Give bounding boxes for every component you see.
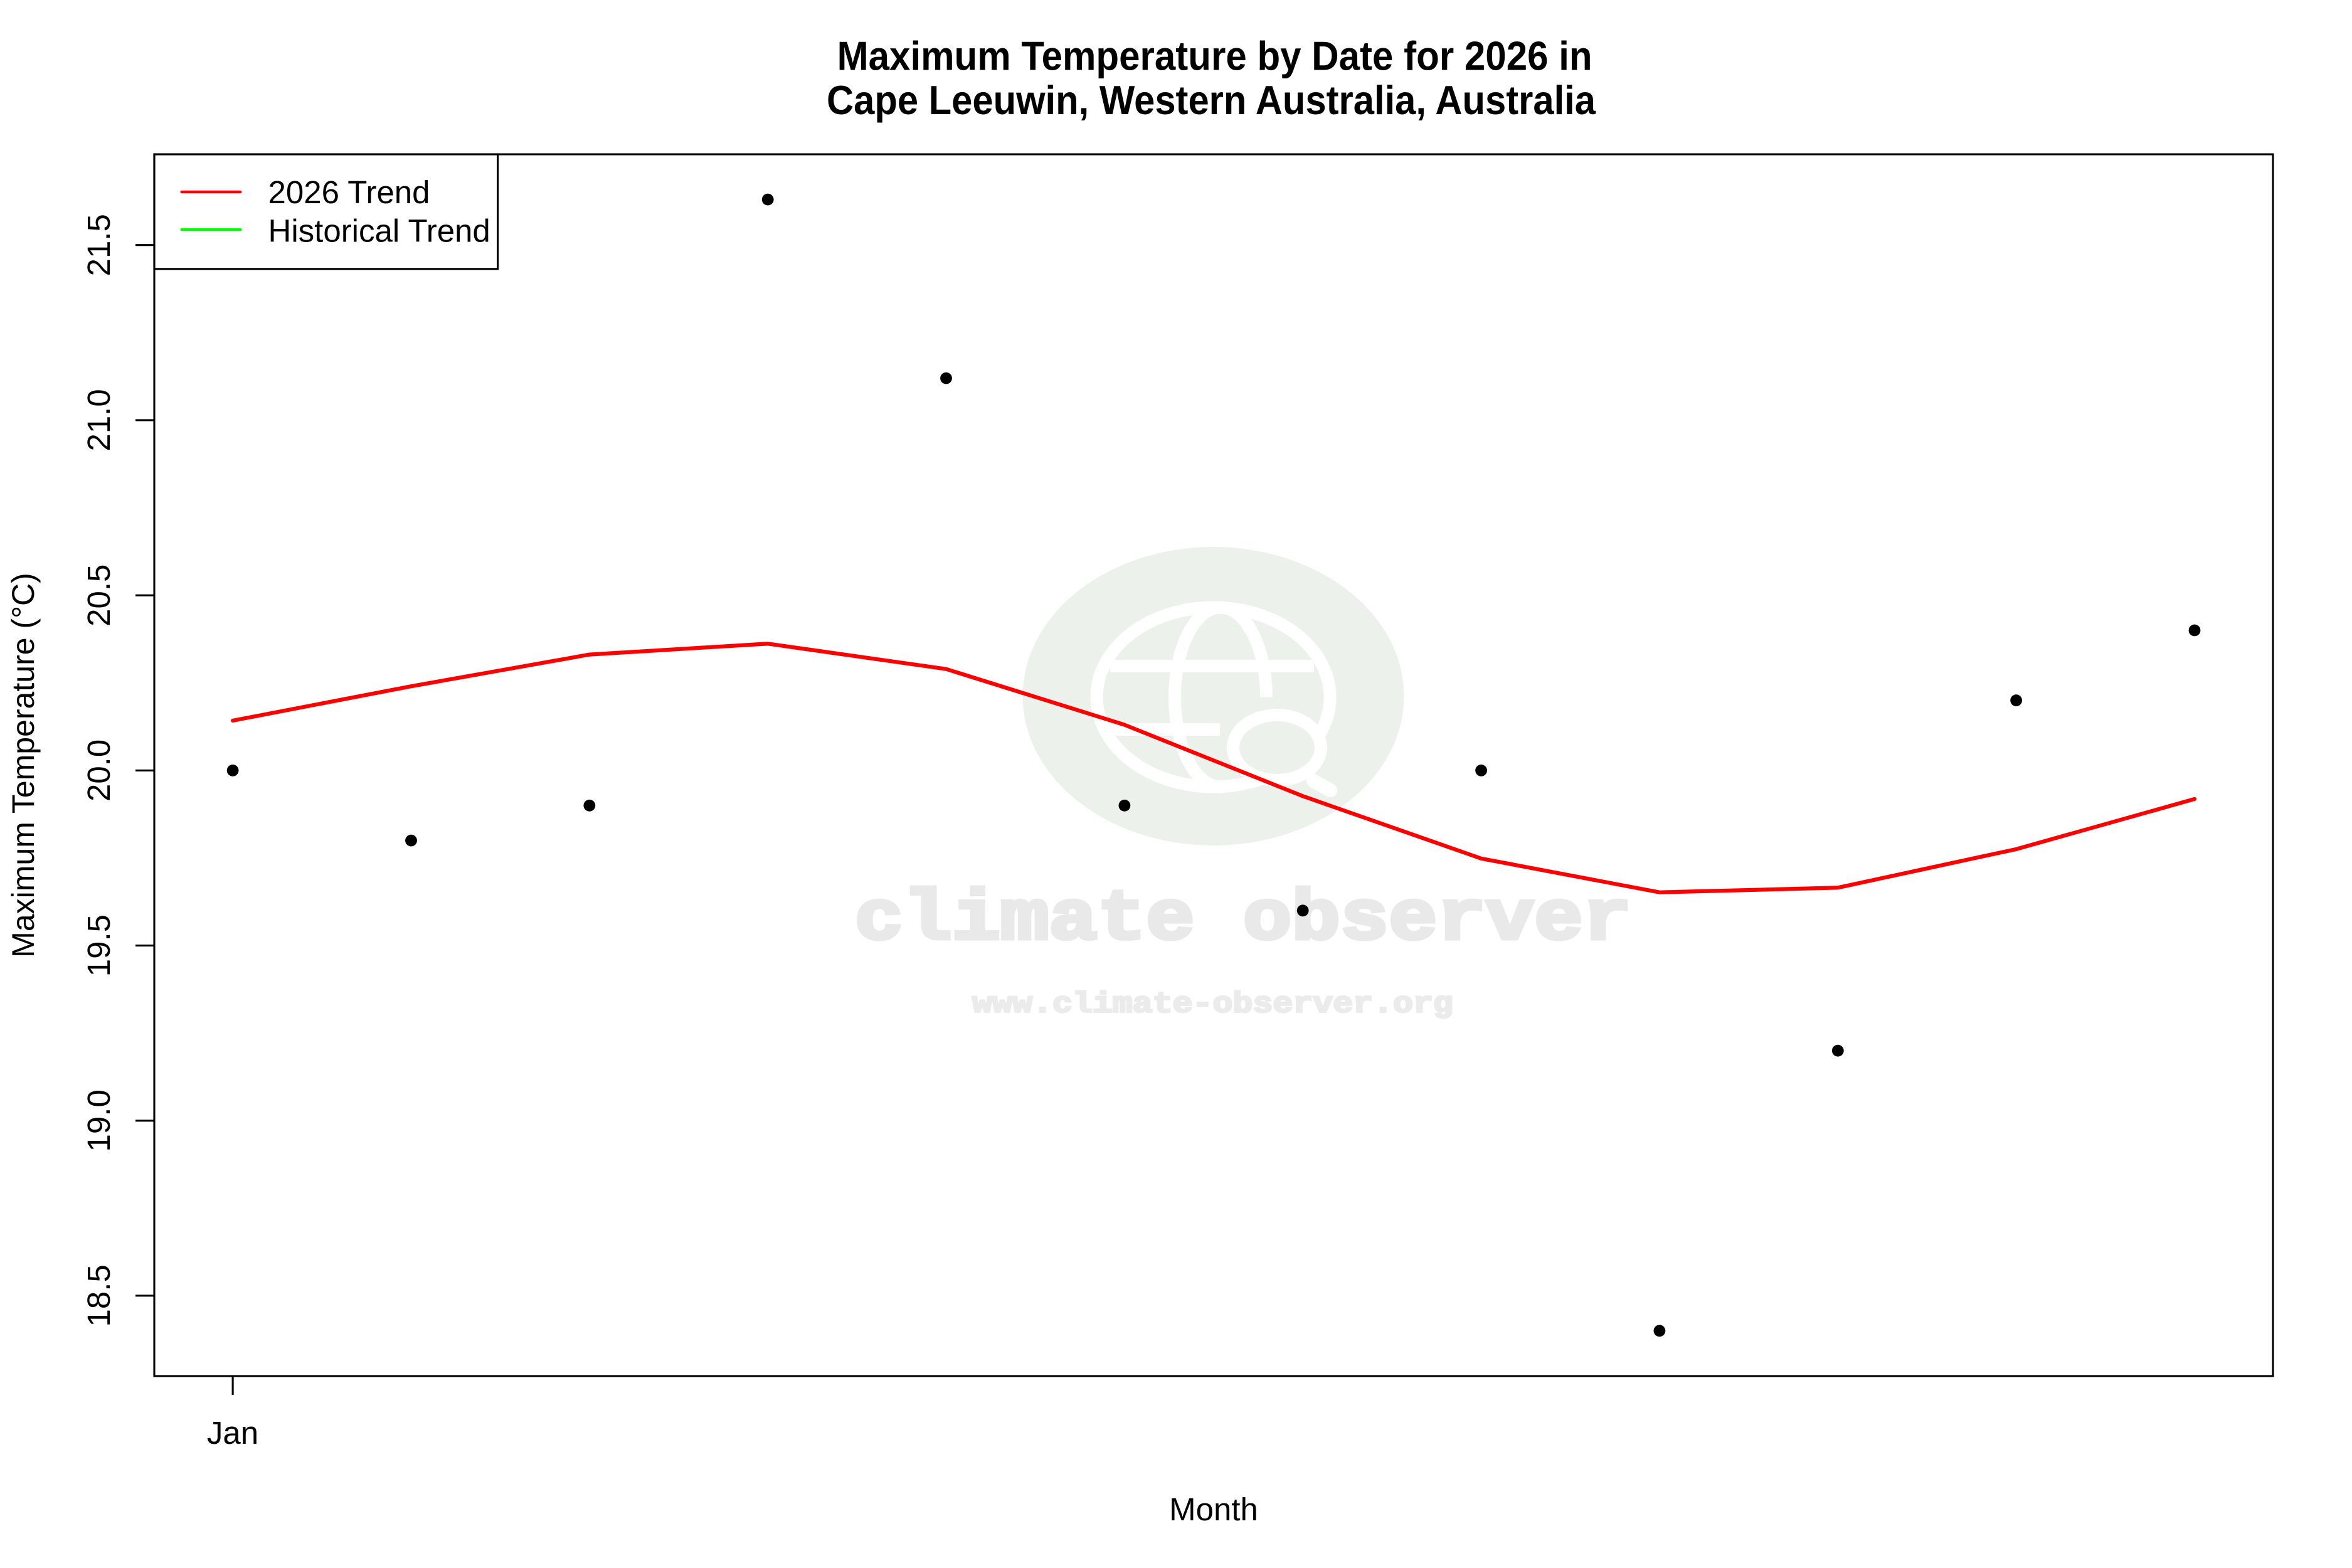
svg-text:19.0: 19.0 xyxy=(81,1089,117,1152)
svg-text:Maximum Temperature by Date fo: Maximum Temperature by Date for 2026 in xyxy=(837,33,1592,78)
svg-text:Cape Leeuwin, Western Australi: Cape Leeuwin, Western Australia, Austral… xyxy=(827,78,1596,123)
svg-text:18.5: 18.5 xyxy=(81,1264,117,1327)
svg-text:20.5: 20.5 xyxy=(81,564,117,627)
svg-text:climate observer: climate observer xyxy=(855,880,1631,960)
svg-text:19.5: 19.5 xyxy=(81,914,117,977)
svg-text:21.0: 21.0 xyxy=(81,389,117,451)
svg-text:Month: Month xyxy=(1169,1491,1258,1527)
svg-text:Historical Trend: Historical Trend xyxy=(268,213,490,248)
svg-text:21.5: 21.5 xyxy=(81,214,117,276)
svg-text:2026 Trend: 2026 Trend xyxy=(268,174,430,210)
svg-text:20.0: 20.0 xyxy=(81,739,117,802)
svg-text:Jan: Jan xyxy=(207,1415,258,1451)
svg-text:www.climate-observer.org: www.climate-observer.org xyxy=(972,988,1453,1020)
svg-text:Maximum Temperature (°C): Maximum Temperature (°C) xyxy=(6,573,41,958)
